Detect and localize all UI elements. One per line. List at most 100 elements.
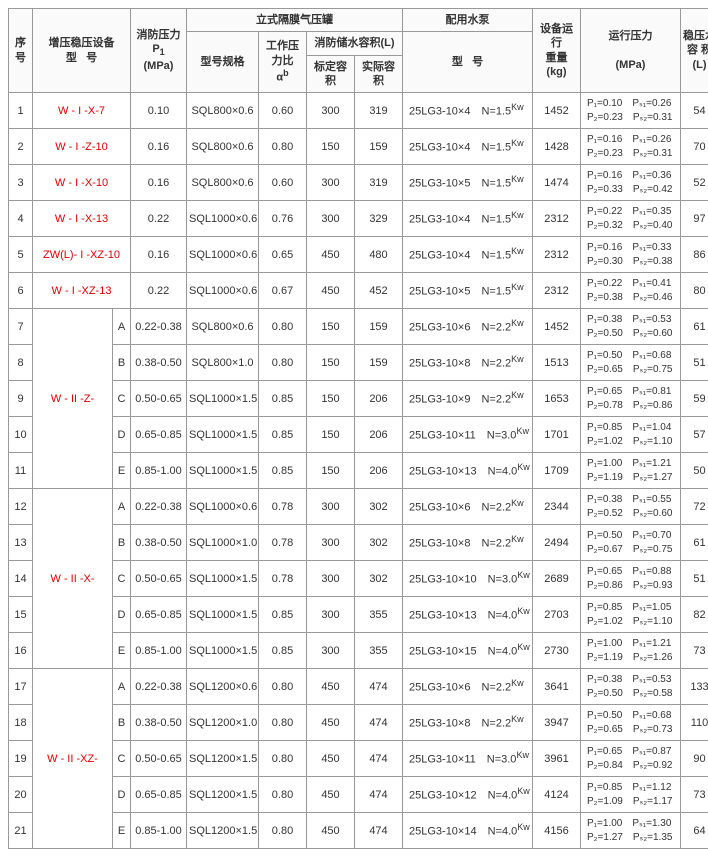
cell-wt: 2730 [533, 633, 581, 669]
cell-ratio: 0.78 [259, 489, 307, 525]
cell-real: 206 [355, 453, 403, 489]
cell-model: W - I -Z-10 [33, 129, 131, 165]
cell-real: 319 [355, 93, 403, 129]
cell-wt: 2312 [533, 201, 581, 237]
cell-pump: 25LG3-10×6 N=2.2Kw [403, 489, 533, 525]
cell-wt: 1513 [533, 345, 581, 381]
cell-press: P₁=0.65 Pₛ₁=0.88P₂=0.86 Pₛ₂=0.93 [581, 561, 681, 597]
cell-spec: SQL1000×0.6 [187, 273, 259, 309]
cell-sub: D [113, 777, 131, 813]
cell-vol: 61 [681, 309, 708, 345]
cell-pump: 25LG3-10×8 N=2.2Kw [403, 345, 533, 381]
cell-press: P₁=0.50 Pₛ₁=0.68P₂=0.65 Pₛ₂=0.73 [581, 705, 681, 741]
cell-std: 450 [307, 237, 355, 273]
cell-seq: 16 [9, 633, 33, 669]
cell-p1: 0.16 [131, 237, 187, 273]
cell-press: P₁=0.50 Pₛ₁=0.70P₂=0.67 Pₛ₂=0.75 [581, 525, 681, 561]
cell-p1: 0.38-0.50 [131, 345, 187, 381]
cell-real: 159 [355, 129, 403, 165]
cell-vol: 57 [681, 417, 708, 453]
cell-model: W - I -X-10 [33, 165, 131, 201]
cell-pump: 25LG3-10×11 N=3.0Kw [403, 741, 533, 777]
cell-std: 150 [307, 309, 355, 345]
cell-p1: 0.65-0.85 [131, 417, 187, 453]
cell-press: P₁=1.00 Pₛ₁=1.30P₂=1.27 Pₛ₂=1.35 [581, 813, 681, 849]
hdr-pumpgroup: 配用水泵 [403, 9, 533, 32]
cell-ratio: 0.60 [259, 93, 307, 129]
cell-ratio: 0.65 [259, 237, 307, 273]
cell-std: 150 [307, 129, 355, 165]
cell-p1: 0.38-0.50 [131, 525, 187, 561]
hdr-realcap: 实际容积 [355, 55, 403, 93]
cell-press: P₁=0.85 Pₛ₁=1.12P₂=1.09 Pₛ₂=1.17 [581, 777, 681, 813]
cell-wt: 3961 [533, 741, 581, 777]
cell-ratio: 0.60 [259, 165, 307, 201]
cell-std: 150 [307, 345, 355, 381]
cell-wt: 2344 [533, 489, 581, 525]
cell-p1: 0.22-0.38 [131, 669, 187, 705]
cell-vol: 110 [681, 705, 708, 741]
cell-wt: 1452 [533, 309, 581, 345]
table-header: 序号 增压稳压设备型 号 消防压力P1(MPa) 立式隔膜气压罐 配用水泵 设备… [9, 9, 708, 93]
cell-real: 206 [355, 417, 403, 453]
cell-seq: 5 [9, 237, 33, 273]
cell-p1: 0.22-0.38 [131, 309, 187, 345]
cell-std: 300 [307, 489, 355, 525]
cell-sub: B [113, 525, 131, 561]
cell-p1: 0.50-0.65 [131, 381, 187, 417]
cell-vol: 133 [681, 669, 708, 705]
cell-spec: SQL1200×1.5 [187, 777, 259, 813]
cell-vol: 70 [681, 129, 708, 165]
cell-pump: 25LG3-10×9 N=2.2Kw [403, 381, 533, 417]
cell-ratio: 0.85 [259, 417, 307, 453]
cell-sub: C [113, 561, 131, 597]
cell-real: 302 [355, 489, 403, 525]
cell-spec: SQL1200×1.0 [187, 705, 259, 741]
hdr-ratio: 工作压力比αb [259, 32, 307, 93]
cell-family: W - II -X- [33, 489, 113, 669]
cell-spec: SQL1000×1.5 [187, 417, 259, 453]
hdr-pumpmodel: 型 号 [403, 32, 533, 93]
cell-sub: E [113, 633, 131, 669]
cell-wt: 1428 [533, 129, 581, 165]
cell-ratio: 0.85 [259, 597, 307, 633]
cell-real: 159 [355, 309, 403, 345]
cell-pump: 25LG3-10×14 N=4.0Kw [403, 813, 533, 849]
cell-spec: SQL1000×1.5 [187, 633, 259, 669]
cell-vol: 80 [681, 273, 708, 309]
cell-spec: SQL1200×1.5 [187, 741, 259, 777]
hdr-spec: 型号规格 [187, 32, 259, 93]
cell-p1: 0.50-0.65 [131, 741, 187, 777]
cell-model: W - I -X-7 [33, 93, 131, 129]
cell-real: 355 [355, 633, 403, 669]
cell-std: 300 [307, 201, 355, 237]
cell-seq: 15 [9, 597, 33, 633]
cell-vol: 73 [681, 777, 708, 813]
cell-wt: 2312 [533, 237, 581, 273]
cell-seq: 3 [9, 165, 33, 201]
cell-press: P₁=1.00 Pₛ₁=1.21P₂=1.19 Pₛ₂=1.26 [581, 633, 681, 669]
cell-wt: 1709 [533, 453, 581, 489]
cell-p1: 0.85-1.00 [131, 813, 187, 849]
cell-std: 300 [307, 597, 355, 633]
hdr-model: 增压稳压设备型 号 [33, 9, 131, 93]
hdr-stablevol: 稳压水容 积(L) [681, 9, 708, 93]
cell-real: 319 [355, 165, 403, 201]
cell-wt: 4156 [533, 813, 581, 849]
cell-spec: SQL800×0.6 [187, 129, 259, 165]
cell-vol: 72 [681, 489, 708, 525]
cell-vol: 52 [681, 165, 708, 201]
cell-real: 329 [355, 201, 403, 237]
cell-std: 450 [307, 705, 355, 741]
cell-std: 300 [307, 165, 355, 201]
cell-ratio: 0.67 [259, 273, 307, 309]
cell-pump: 25LG3-10×12 N=4.0Kw [403, 777, 533, 813]
cell-family: W - II -XZ- [33, 669, 113, 849]
cell-seq: 7 [9, 309, 33, 345]
cell-seq: 8 [9, 345, 33, 381]
cell-press: P₁=0.85 Pₛ₁=1.05P₂=1.02 Pₛ₂=1.10 [581, 597, 681, 633]
cell-p1: 0.65-0.85 [131, 597, 187, 633]
cell-pump: 25LG3-10×4 N=1.5Kw [403, 129, 533, 165]
cell-vol: 86 [681, 237, 708, 273]
cell-seq: 4 [9, 201, 33, 237]
